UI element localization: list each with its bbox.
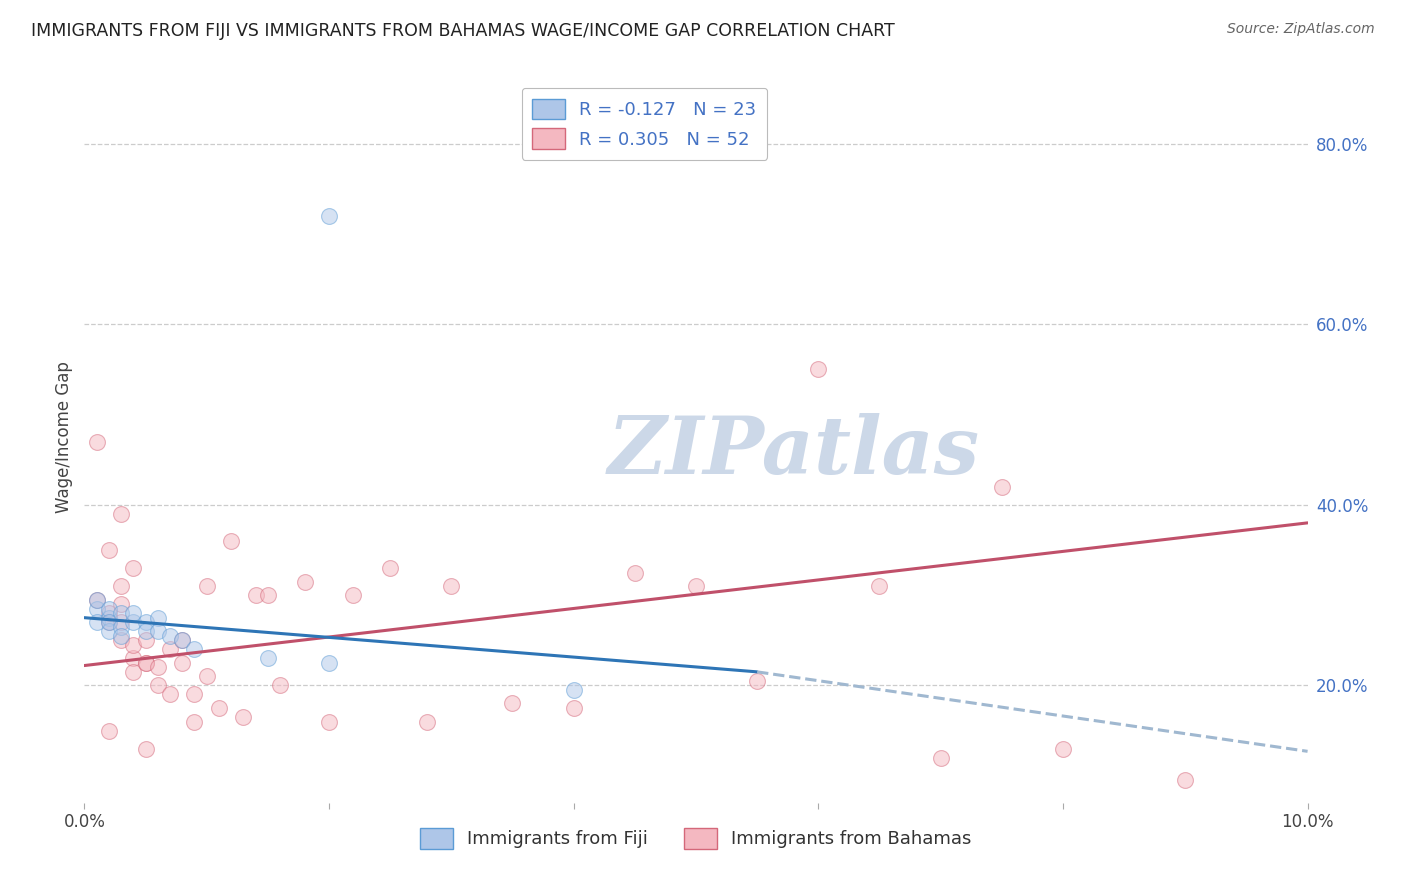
- Point: [110, 620, 132, 634]
- Point: [122, 651, 145, 665]
- Point: [172, 633, 194, 648]
- Point: [183, 714, 205, 729]
- Point: [219, 533, 242, 548]
- Point: [269, 678, 291, 692]
- Point: [110, 597, 132, 611]
- Point: [172, 633, 194, 648]
- Point: [97, 723, 120, 738]
- Point: [146, 610, 169, 624]
- Point: [86, 434, 108, 449]
- Point: [318, 656, 340, 670]
- Point: [318, 714, 340, 729]
- Point: [97, 601, 120, 615]
- Text: Source: ZipAtlas.com: Source: ZipAtlas.com: [1227, 22, 1375, 37]
- Point: [135, 615, 157, 630]
- Point: [1174, 773, 1197, 788]
- Point: [110, 633, 132, 648]
- Point: [685, 579, 707, 593]
- Text: IMMIGRANTS FROM FIJI VS IMMIGRANTS FROM BAHAMAS WAGE/INCOME GAP CORRELATION CHAR: IMMIGRANTS FROM FIJI VS IMMIGRANTS FROM …: [31, 22, 894, 40]
- Point: [1052, 741, 1074, 756]
- Point: [146, 624, 169, 639]
- Point: [146, 678, 169, 692]
- Point: [416, 714, 439, 729]
- Point: [97, 543, 120, 558]
- Text: ZIPatlas: ZIPatlas: [607, 413, 980, 491]
- Point: [110, 629, 132, 643]
- Point: [562, 682, 585, 697]
- Point: [208, 701, 231, 715]
- Point: [122, 665, 145, 679]
- Point: [122, 615, 145, 630]
- Point: [97, 610, 120, 624]
- Point: [257, 651, 280, 665]
- Point: [86, 592, 108, 607]
- Point: [122, 606, 145, 620]
- Point: [172, 656, 194, 670]
- Point: [318, 209, 340, 223]
- Point: [991, 480, 1014, 494]
- Point: [232, 710, 254, 724]
- Point: [624, 566, 647, 580]
- Point: [807, 362, 830, 376]
- Point: [110, 606, 132, 620]
- Point: [195, 579, 218, 593]
- Point: [135, 624, 157, 639]
- Point: [97, 606, 120, 620]
- Point: [502, 697, 524, 711]
- Point: [747, 673, 769, 688]
- Point: [97, 624, 120, 639]
- Point: [183, 688, 205, 702]
- Point: [122, 561, 145, 575]
- Point: [380, 561, 402, 575]
- Point: [342, 588, 364, 602]
- Point: [122, 638, 145, 652]
- Point: [86, 615, 108, 630]
- Point: [869, 579, 891, 593]
- Legend: Immigrants from Fiji, Immigrants from Bahamas: Immigrants from Fiji, Immigrants from Ba…: [413, 821, 979, 856]
- Point: [929, 750, 952, 764]
- Point: [135, 633, 157, 648]
- Point: [159, 688, 181, 702]
- Point: [257, 588, 280, 602]
- Point: [183, 642, 205, 657]
- Point: [159, 629, 181, 643]
- Point: [86, 601, 108, 615]
- Point: [562, 701, 585, 715]
- Point: [135, 656, 157, 670]
- Point: [110, 615, 132, 630]
- Point: [110, 579, 132, 593]
- Y-axis label: Wage/Income Gap: Wage/Income Gap: [55, 361, 73, 513]
- Point: [195, 669, 218, 683]
- Point: [135, 656, 157, 670]
- Point: [97, 615, 120, 630]
- Point: [440, 579, 463, 593]
- Point: [110, 507, 132, 521]
- Point: [146, 660, 169, 674]
- Point: [97, 615, 120, 630]
- Point: [294, 574, 316, 589]
- Point: [86, 592, 108, 607]
- Point: [159, 642, 181, 657]
- Point: [135, 741, 157, 756]
- Point: [245, 588, 267, 602]
